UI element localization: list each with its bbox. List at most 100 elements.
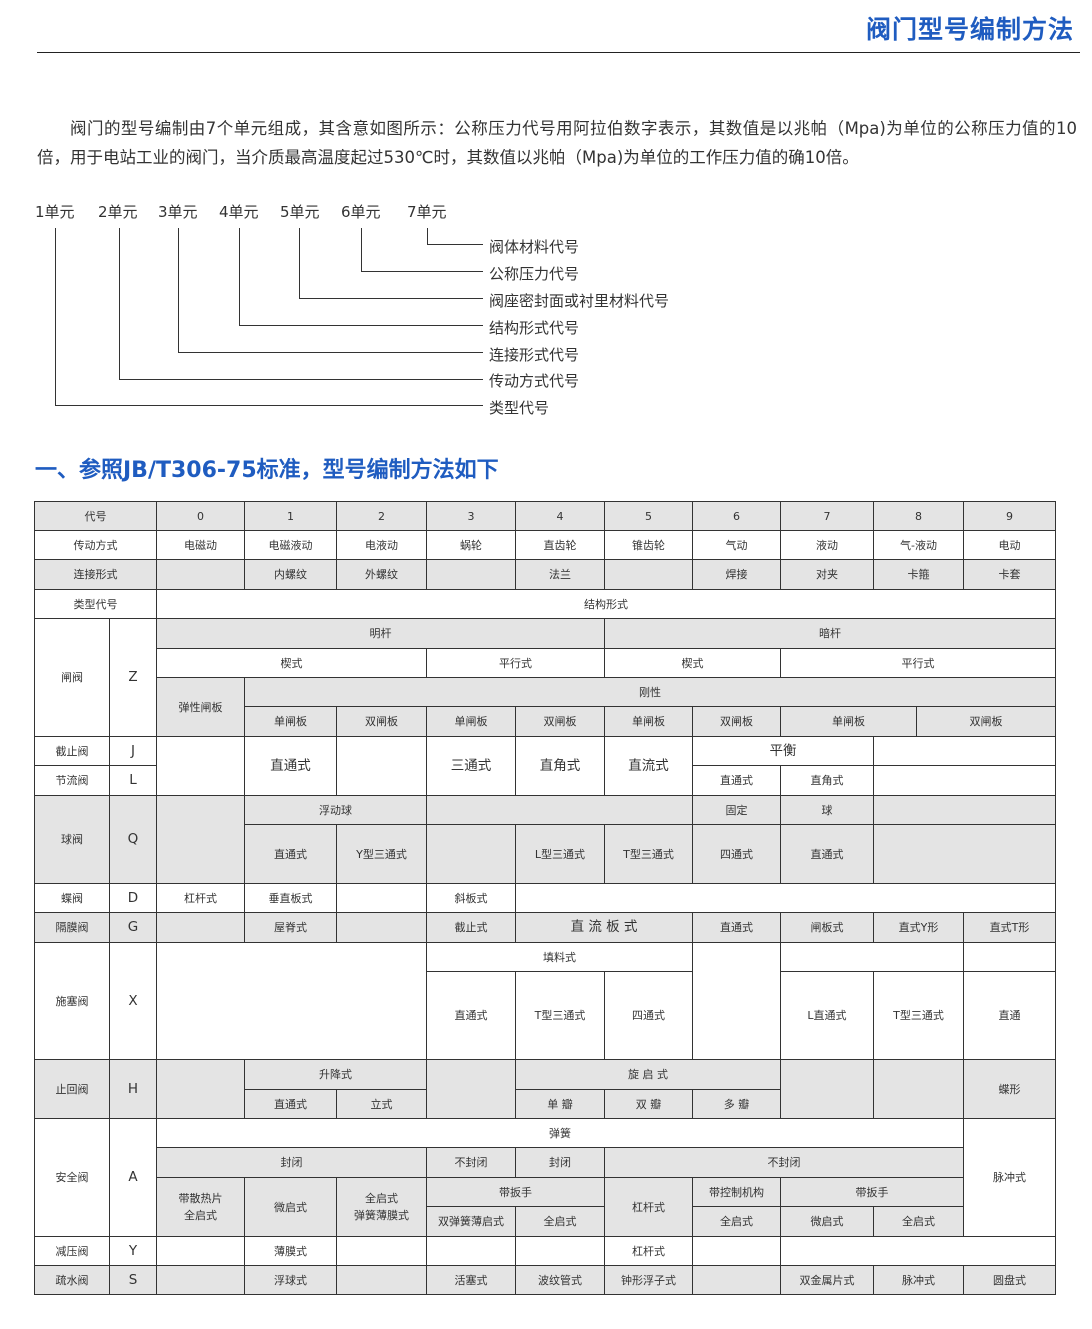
table-cell: 升降式: [244, 1059, 427, 1090]
row-header-cell: 类型代号: [34, 589, 157, 619]
table-cell: 2: [336, 501, 427, 531]
table-cell: 钟形浮子式: [604, 1265, 693, 1295]
empty-table-cell: [780, 942, 964, 972]
diagram-label: 传动方式代号: [489, 372, 580, 390]
table-cell: 四通式: [604, 971, 693, 1060]
empty-table-cell: [515, 883, 1056, 913]
table-cell: 气动: [692, 530, 781, 560]
empty-table-cell: [780, 1236, 1056, 1266]
table-cell: S: [109, 1265, 157, 1295]
empty-table-cell: [873, 736, 1056, 766]
empty-table-cell: [336, 912, 427, 943]
table-cell: 双闸板: [692, 706, 781, 737]
table-cell: 浮球式: [244, 1265, 337, 1295]
table-cell: 截止式: [426, 912, 516, 943]
empty-table-cell: [336, 736, 427, 796]
table-cell: 电液动: [336, 530, 427, 560]
table-cell: 直通式: [692, 912, 781, 943]
empty-table-cell: [156, 1265, 245, 1295]
table-cell: 电磁动: [156, 530, 245, 560]
table-cell: 单闸板: [604, 706, 693, 737]
table-cell: 外螺纹: [336, 559, 427, 590]
empty-table-cell: [426, 1059, 516, 1119]
table-cell: Z: [109, 618, 157, 737]
table-cell: G: [109, 912, 157, 943]
table-cell: 全启式: [873, 1206, 964, 1237]
table-cell: 球: [780, 795, 874, 825]
table-cell: 四通式: [692, 824, 781, 884]
table-cell: 直角式: [780, 765, 874, 796]
row-header-cell: 隔膜阀: [34, 912, 110, 943]
table-cell: 立式: [336, 1089, 427, 1119]
table-cell: 双弹簧薄启式: [426, 1206, 516, 1237]
empty-table-cell: [515, 1236, 605, 1266]
page-title: 阀门型号编制方法: [865, 15, 1074, 44]
diagram-label: 连接形式代号: [489, 346, 580, 364]
row-header-cell: 减压阀: [34, 1236, 110, 1266]
table-cell: 微启式: [244, 1177, 337, 1237]
table-cell: T型三通式: [515, 971, 605, 1060]
table-cell: D: [109, 883, 157, 913]
table-cell: T型三通式: [604, 824, 693, 884]
table-cell: 全启式 弹簧薄膜式: [336, 1177, 427, 1237]
table-cell: 单闸板: [426, 706, 516, 737]
table-cell: 直通式: [244, 736, 337, 796]
table-cell: 卡套: [963, 559, 1056, 590]
empty-table-cell: [604, 559, 693, 590]
empty-table-cell: [692, 1236, 781, 1266]
empty-table-cell: [692, 942, 781, 1060]
connector-line: [119, 379, 483, 380]
empty-table-cell: [426, 1236, 516, 1266]
empty-table-cell: [426, 795, 693, 825]
row-header-cell: 闸阀: [34, 618, 110, 737]
empty-table-cell: [873, 824, 1056, 884]
table-cell: 全启式: [692, 1206, 781, 1237]
table-cell: 三通式: [426, 736, 516, 796]
connector-line: [299, 298, 483, 299]
unit-label: 2单元: [98, 203, 138, 221]
diagram-label: 结构形式代号: [489, 319, 580, 337]
unit-label: 4单元: [219, 203, 259, 221]
table-cell: 双闸板: [336, 706, 427, 737]
empty-table-cell: [873, 795, 1056, 825]
table-cell: 全启式: [515, 1206, 605, 1237]
empty-table-cell: [156, 912, 245, 943]
empty-table-cell: [692, 1265, 781, 1295]
table-cell: 8: [873, 501, 964, 531]
section-heading: 一、参照JB/T306-75标准，型号编制方法如下: [35, 458, 499, 483]
table-cell: 垂直板式: [244, 883, 337, 913]
table-cell: 气-液动: [873, 530, 964, 560]
connector-line: [427, 228, 428, 244]
row-header-cell: 施塞阀: [34, 942, 110, 1060]
empty-table-cell: [336, 883, 427, 913]
table-cell: 6: [692, 501, 781, 531]
empty-table-cell: [963, 942, 1056, 972]
empty-table-cell: [426, 824, 516, 884]
table-cell: 5: [604, 501, 693, 531]
table-cell: 结构形式: [156, 589, 1056, 619]
table-cell: 直式T形: [963, 912, 1056, 943]
table-cell: 封闭: [515, 1147, 605, 1178]
table-cell: 对夹: [780, 559, 874, 590]
table-cell: 蜗轮: [426, 530, 516, 560]
row-header-cell: 疏水阀: [34, 1265, 110, 1295]
table-cell: 直齿轮: [515, 530, 605, 560]
table-cell: 杠杆式: [156, 883, 245, 913]
connector-line: [55, 228, 56, 405]
row-header-cell: 止回阀: [34, 1059, 110, 1119]
empty-table-cell: [780, 1059, 874, 1119]
table-cell: 直通式: [426, 971, 516, 1060]
table-cell: 闸板式: [780, 912, 874, 943]
table-cell: 楔式: [156, 648, 427, 678]
empty-table-cell: [336, 1236, 427, 1266]
table-cell: 1: [244, 501, 337, 531]
row-header-cell: 代号: [34, 501, 157, 531]
table-cell: J: [109, 736, 157, 766]
table-cell: 弹簧: [156, 1118, 964, 1148]
empty-table-cell: [156, 1236, 245, 1266]
title-divider: [37, 52, 1080, 53]
table-cell: 斜板式: [426, 883, 516, 913]
connector-line: [299, 228, 300, 298]
table-cell: X: [109, 942, 157, 1060]
